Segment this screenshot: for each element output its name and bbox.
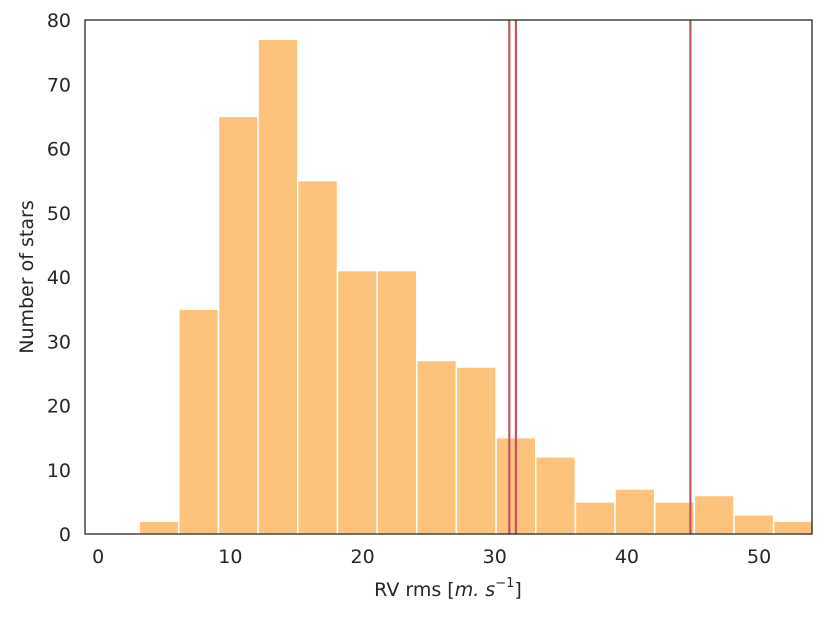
x-tick-labels: 0 10 20 30 40 50 bbox=[92, 546, 771, 568]
x-axis-label-prefix: RV rms [ bbox=[374, 579, 455, 601]
x-tick-label: 10 bbox=[218, 546, 242, 568]
x-tick-label: 50 bbox=[747, 546, 771, 568]
histogram-bar-5 bbox=[336, 269, 378, 535]
y-tick-label: 10 bbox=[47, 460, 71, 482]
x-axis-label-suffix: ] bbox=[514, 579, 521, 601]
y-tick-label: 30 bbox=[47, 331, 71, 353]
x-axis-label-unit: m. s bbox=[455, 579, 496, 601]
x-tick-label: 30 bbox=[483, 546, 507, 568]
bars-group bbox=[138, 38, 815, 535]
y-tick-label: 50 bbox=[47, 203, 71, 225]
y-tick-label: 40 bbox=[47, 267, 71, 289]
y-tick-label: 80 bbox=[47, 10, 71, 32]
y-tick-label: 20 bbox=[47, 396, 71, 418]
histogram-bar-3 bbox=[257, 38, 299, 535]
x-axis-label: RV rms [m. s−1] bbox=[374, 576, 522, 601]
y-axis-label: Number of stars bbox=[16, 200, 38, 353]
histogram-bar-1 bbox=[178, 308, 220, 535]
reference-lines-group bbox=[508, 20, 692, 534]
histogram-bar-12 bbox=[614, 488, 656, 535]
x-axis-label-exponent: −1 bbox=[495, 576, 514, 591]
histogram-bar-2 bbox=[217, 115, 259, 535]
histogram-bar-0 bbox=[138, 520, 180, 535]
histogram-bar-13 bbox=[653, 501, 696, 535]
histogram-bar-6 bbox=[376, 269, 418, 535]
histogram-bar-4 bbox=[297, 179, 339, 535]
histogram-bar-8 bbox=[455, 366, 497, 535]
plot-frame bbox=[84, 19, 813, 535]
histogram-bar-15 bbox=[733, 513, 775, 535]
y-tick-labels: 0 10 20 30 40 50 60 70 80 bbox=[47, 10, 71, 546]
histogram-bar-16 bbox=[772, 520, 815, 535]
y-tick-label: 0 bbox=[59, 524, 71, 546]
y-tick-label: 60 bbox=[47, 139, 71, 161]
x-tick-label: 40 bbox=[615, 546, 639, 568]
histogram-bar-14 bbox=[693, 494, 735, 535]
histogram-bar-10 bbox=[534, 456, 577, 535]
histogram-bar-7 bbox=[416, 359, 458, 535]
x-tick-label: 0 bbox=[92, 546, 104, 568]
histogram-bar-11 bbox=[574, 501, 616, 535]
x-tick-label: 20 bbox=[350, 546, 374, 568]
y-tick-label: 70 bbox=[47, 74, 71, 96]
